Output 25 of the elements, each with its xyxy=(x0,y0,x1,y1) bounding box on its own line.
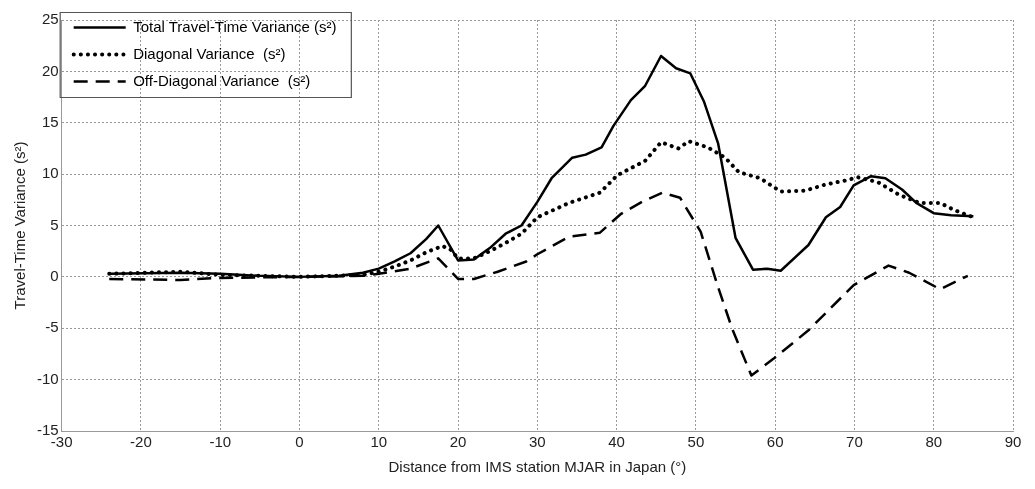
y-tick-label: -5 xyxy=(45,318,59,336)
y-tick-label: 20 xyxy=(41,61,59,79)
x-tick-label: 90 xyxy=(1004,433,1022,451)
legend-label: Total Travel-Time Variance (s²) xyxy=(133,17,337,35)
y-tick-label: 5 xyxy=(50,215,59,233)
x-axis-title: Distance from IMS station MJAR in Japan (°) xyxy=(388,458,687,476)
x-tick-label: 50 xyxy=(687,433,705,451)
y-axis-title: Travel-Time Variance (s²) xyxy=(11,141,29,310)
y-tick-label: 10 xyxy=(41,164,59,182)
x-tick-label: -10 xyxy=(209,433,232,451)
y-tick-label: 15 xyxy=(41,112,59,130)
x-tick-label: 0 xyxy=(295,433,304,451)
x-tick-label: 20 xyxy=(449,433,467,451)
x-tick-label: 30 xyxy=(529,433,546,451)
x-tick-label: 60 xyxy=(766,433,784,451)
x-tick-label: 40 xyxy=(608,433,625,451)
legend-label: Diagonal Variance (s²) xyxy=(133,44,286,62)
legend-label: Off-Diagonal Variance (s²) xyxy=(133,71,311,89)
x-tick-label: 80 xyxy=(925,433,943,451)
y-tick-label: 25 xyxy=(41,10,59,28)
x-tick-label: -20 xyxy=(130,433,152,451)
x-tick-label: 10 xyxy=(370,433,388,451)
y-tick-label: -10 xyxy=(36,369,59,387)
x-tick-label: 70 xyxy=(846,433,863,451)
y-tick-label: 0 xyxy=(50,267,59,285)
